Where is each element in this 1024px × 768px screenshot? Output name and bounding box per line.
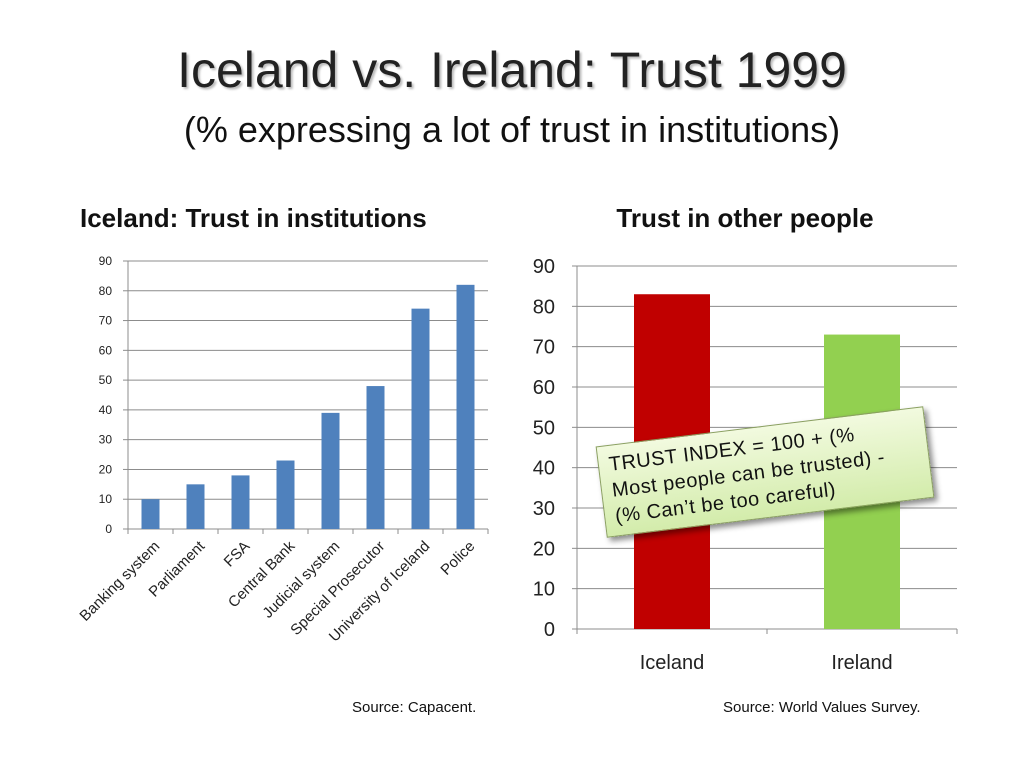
y-tick-label: 10 <box>533 579 555 601</box>
category-label: Ireland <box>831 652 892 674</box>
y-tick-label: 50 <box>533 417 555 439</box>
bar-fsa <box>231 475 250 529</box>
bar-parliament <box>186 484 205 529</box>
y-tick-label: 10 <box>99 492 113 506</box>
source-note-left: Source: Capacent. <box>352 699 477 716</box>
y-tick-label: 0 <box>544 619 555 641</box>
bar-banking-system <box>141 499 160 529</box>
y-tick-label: 60 <box>99 343 113 357</box>
y-tick-label: 50 <box>99 373 113 387</box>
category-label: Iceland <box>640 652 705 674</box>
y-tick-label: 90 <box>533 256 555 278</box>
y-tick-label: 70 <box>533 337 555 359</box>
y-tick-label: 90 <box>99 254 113 268</box>
y-tick-label: 40 <box>99 403 113 417</box>
y-tick-label: 30 <box>533 498 555 520</box>
y-tick-label: 40 <box>533 458 555 480</box>
y-tick-label: 60 <box>533 377 555 399</box>
right-chart-title: Trust in other people <box>616 203 874 233</box>
bar-police <box>456 284 475 529</box>
y-tick-label: 80 <box>99 284 113 298</box>
y-tick-label: 0 <box>105 522 112 536</box>
left-chart-title: Iceland: Trust in institutions <box>80 203 427 233</box>
y-tick-label: 80 <box>533 296 555 318</box>
y-tick-label: 70 <box>99 314 113 328</box>
y-tick-label: 30 <box>99 433 113 447</box>
bar-special-prosecutor <box>366 386 385 529</box>
bar-university-of-iceland <box>411 308 430 529</box>
bar-central-bank <box>276 460 295 529</box>
slide-title: Iceland vs. Ireland: Trust 1999 <box>177 42 847 98</box>
y-tick-label: 20 <box>99 462 113 476</box>
slide-subtitle: (% expressing a lot of trust in institut… <box>183 109 841 150</box>
bar-judicial-system <box>321 412 340 529</box>
y-tick-label: 20 <box>533 538 555 560</box>
source-note-right: Source: World Values Survey. <box>723 699 921 716</box>
